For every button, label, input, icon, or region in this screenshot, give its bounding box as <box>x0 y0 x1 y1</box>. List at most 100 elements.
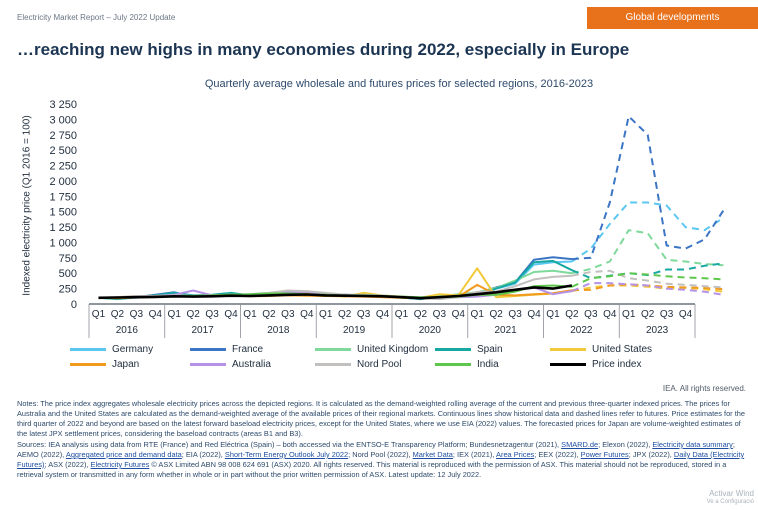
copyright: IEA. All rights reserved. <box>662 384 746 393</box>
x-tick-label: Q4 <box>603 309 617 320</box>
x-tick-label: Q4 <box>527 309 541 320</box>
notes-paragraph: Notes: The price index aggregates wholes… <box>17 399 745 438</box>
x-tick-label: Q2 <box>414 309 428 320</box>
x-tick-label: Q1 <box>471 309 485 320</box>
x-tick-label: Q1 <box>243 309 257 320</box>
link-nordpool[interactable]: Market Data <box>412 450 453 459</box>
series-futures-spain <box>571 262 724 280</box>
link-eia[interactable]: Short-Term Energy Outlook July 2022 <box>224 450 349 459</box>
legend-swatch <box>70 362 106 366</box>
link-jpx[interactable]: Daily Data (Electricity Futures) <box>17 450 745 469</box>
legend-item: Germany <box>70 344 153 355</box>
x-tick-label: Q3 <box>584 309 598 320</box>
y-tick-label: 3 000 <box>49 114 77 126</box>
x-tick-label: Q4 <box>452 309 466 320</box>
legend-label: France <box>232 344 264 355</box>
legend-item: Australia <box>190 359 271 370</box>
x-tick-label: Q3 <box>660 309 674 320</box>
notes-block: Notes: The price index aggregates wholes… <box>17 399 745 481</box>
legend-item: India <box>435 359 499 370</box>
legend-swatch <box>435 347 471 351</box>
x-year-label: 2023 <box>646 325 669 336</box>
legend-item: Price index <box>550 359 641 370</box>
x-year-label: 2019 <box>343 325 366 336</box>
x-tick-label: Q1 <box>622 309 636 320</box>
legend-label: Price index <box>592 359 642 370</box>
x-tick-label: Q3 <box>205 309 219 320</box>
legend-swatch <box>550 347 586 351</box>
x-tick-label: Q4 <box>149 309 163 320</box>
x-tick-label: Q2 <box>641 309 655 320</box>
link-asx[interactable]: Electricity Futures <box>90 460 150 469</box>
x-year-label: 2022 <box>570 325 593 336</box>
y-tick-label: 2 000 <box>49 176 77 188</box>
x-tick-label: Q1 <box>319 309 333 320</box>
y-tick-label: 2 500 <box>49 145 77 157</box>
legend-label: Nord Pool <box>357 359 402 370</box>
y-tick-label: 1 500 <box>49 207 77 219</box>
series-futures-india <box>571 272 724 288</box>
legend-item: Spain <box>435 344 503 355</box>
legend-swatch <box>190 362 226 366</box>
y-tick-label: 750 <box>59 253 77 265</box>
x-tick-label: Q3 <box>508 309 522 320</box>
y-tick-label: 1 250 <box>49 222 77 234</box>
y-tick-label: 250 <box>59 284 77 296</box>
x-tick-label: Q1 <box>92 309 106 320</box>
x-year-label: 2017 <box>192 325 215 336</box>
y-tick-label: 2 250 <box>49 161 77 173</box>
legend-swatch <box>435 362 471 366</box>
legend-swatch <box>70 347 106 351</box>
legend-item: United Kingdom <box>315 344 428 355</box>
series-futures-united-kingdom <box>571 229 724 275</box>
legend-label: India <box>477 359 499 370</box>
x-tick-label: Q3 <box>281 309 295 320</box>
legend-label: Germany <box>112 344 154 355</box>
x-tick-label: Q2 <box>262 309 276 320</box>
series-line-price-index <box>98 284 573 300</box>
x-tick-label: Q3 <box>130 309 144 320</box>
chart-title: Quarterly average wholesale and futures … <box>204 78 594 90</box>
x-tick-label: Q2 <box>111 309 125 320</box>
activation-watermark: Activar Wind Ve a Configuració <box>706 489 754 505</box>
y-tick-label: 1 750 <box>49 191 77 203</box>
y-tick-label: 1 000 <box>49 237 77 249</box>
series-futures-germany <box>571 201 724 263</box>
link-elexon[interactable]: Electricity data summary <box>652 440 733 449</box>
legend-swatch <box>315 347 351 351</box>
x-tick-label: Q4 <box>679 309 693 320</box>
x-tick-label: Q1 <box>395 309 409 320</box>
x-tick-label: Q4 <box>376 309 390 320</box>
x-tick-label: Q4 <box>224 309 238 320</box>
series-futures-france <box>571 115 725 261</box>
y-tick-label: 2 750 <box>49 130 77 142</box>
legend-label: Spain <box>477 344 503 355</box>
y-tick-label: 500 <box>59 268 77 280</box>
x-tick-label: Q3 <box>433 309 447 320</box>
price-chart: 0 250 500 750 1 000 1 250 1 500 1 750 2 000 2 250… <box>49 99 725 338</box>
series-futures-nord-pool <box>571 269 724 289</box>
legend-label: Australia <box>232 359 271 370</box>
legend-item: Japan <box>70 359 139 370</box>
x-tick-label: Q2 <box>565 309 579 320</box>
y-tick-label: 0 <box>71 299 77 311</box>
y-tick-label: 3 250 <box>49 99 77 111</box>
legend-label: Japan <box>112 359 140 370</box>
x-tick-label: Q1 <box>168 309 182 320</box>
x-tick-label: Q3 <box>357 309 371 320</box>
x-year-label: 2018 <box>267 325 290 336</box>
link-smard[interactable]: SMARD.de <box>561 440 599 449</box>
link-eex[interactable]: Power Futures <box>580 450 629 459</box>
link-iex[interactable]: Area Prices <box>496 450 535 459</box>
legend-item: Nord Pool <box>315 359 401 370</box>
section-tag[interactable]: Global developments <box>587 7 758 29</box>
x-tick-label: Q4 <box>300 309 314 320</box>
link-aemo[interactable]: Aggregated price and demand data <box>65 450 182 459</box>
page-title: …reaching new highs in many economies du… <box>17 40 630 59</box>
sources-paragraph: Sources: IEA analysis using data from RT… <box>17 440 745 479</box>
legend-item: France <box>190 344 263 355</box>
x-year-label: 2021 <box>495 325 518 336</box>
legend-item: United States <box>550 344 652 355</box>
series-futures-australia <box>571 282 724 296</box>
x-tick-label: Q1 <box>546 309 560 320</box>
